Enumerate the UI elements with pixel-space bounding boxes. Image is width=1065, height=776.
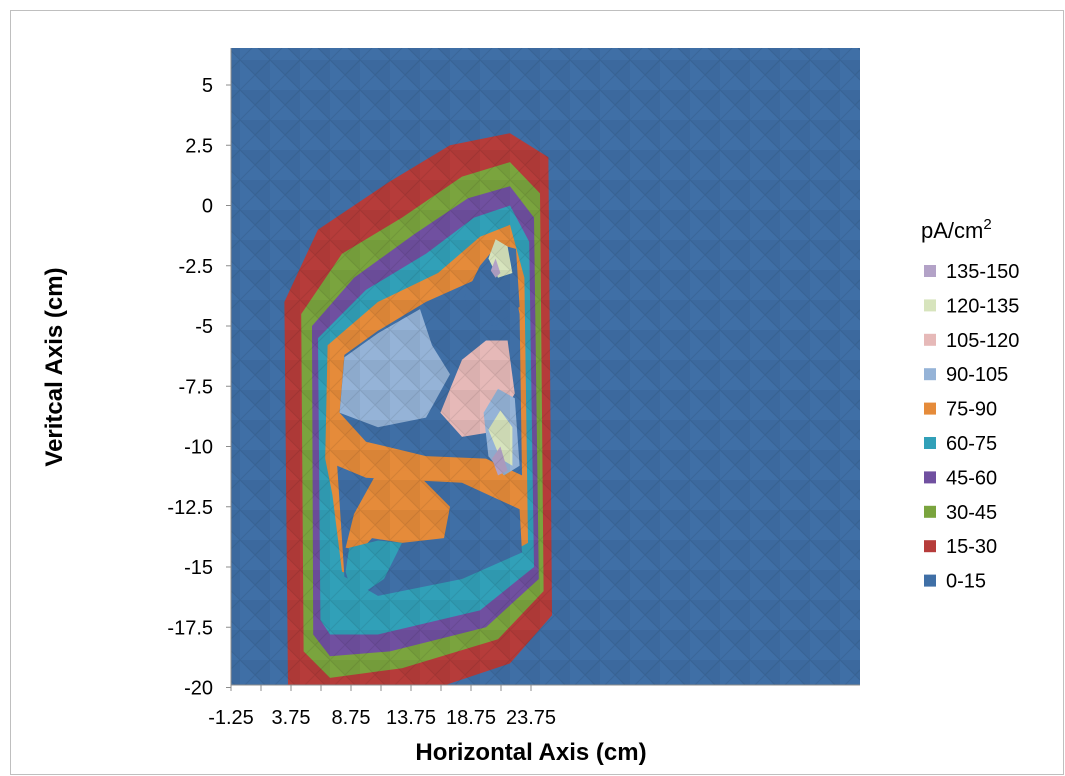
legend-swatch-0-15	[924, 574, 936, 587]
y-tick-label: 5	[202, 75, 213, 97]
legend-swatch-75-90	[924, 402, 936, 415]
legend-title: pA/cm2	[921, 216, 992, 243]
legend-label-45-60: 45-60	[946, 467, 997, 489]
y-axis-title: Veritcal Axis (cm)	[41, 267, 68, 466]
x-tick-label: 3.75	[272, 707, 311, 729]
y-tick-label: -2.5	[179, 256, 213, 278]
legend-swatch-15-30	[924, 540, 936, 553]
y-tick-label: 0	[202, 196, 213, 218]
y-tick-label: -7.5	[179, 376, 213, 398]
legend-label-75-90: 75-90	[946, 399, 997, 421]
legend-title-superscript: 2	[983, 216, 991, 233]
legend-swatch-60-75	[924, 437, 936, 449]
legend-swatch-105-120	[924, 333, 936, 346]
legend-label-30-45: 30-45	[946, 502, 997, 524]
x-tick-label: -1.25	[208, 707, 254, 729]
facet-overlay	[231, 48, 860, 685]
legend-swatch-45-60	[924, 471, 936, 484]
legend-swatch-120-135	[924, 299, 936, 312]
legend-label-90-105: 90-105	[946, 364, 1008, 386]
x-tick-label: 8.75	[332, 707, 371, 729]
legend-label-105-120: 105-120	[946, 330, 1019, 352]
y-tick-label: -15	[184, 557, 213, 579]
x-tick-label: 13.75	[386, 707, 436, 729]
y-tick-label: -5	[195, 316, 213, 338]
axes: 5 2.5 0 -2.5 -5 -7.5 -10 -12.5 -15 -17.5 -20 -1.25 3…	[167, 48, 860, 729]
legend-label-60-75: 60-75	[946, 433, 997, 455]
y-tick-label: -12.5	[167, 497, 213, 519]
legend: pA/cm2 135-150 120-135 105-120 90-105 75-90 60…	[921, 216, 1019, 593]
y-tick-label: 2.5	[185, 135, 213, 157]
legend-label-135-150: 135-150	[946, 261, 1019, 283]
x-axis-title: Horizontal Axis (cm)	[415, 739, 646, 766]
legend-label-15-30: 15-30	[946, 536, 997, 558]
y-tick-label: -10	[184, 437, 213, 459]
x-tick-label: 23.75	[506, 707, 556, 729]
legend-label-0-15: 0-15	[946, 571, 986, 593]
x-tick-label: 18.75	[446, 707, 496, 729]
y-tick-label: -17.5	[167, 617, 213, 639]
legend-swatch-90-105	[924, 368, 936, 381]
legend-label-120-135: 120-135	[946, 295, 1019, 317]
plot-area	[231, 48, 860, 685]
legend-swatch-30-45	[924, 505, 936, 518]
legend-swatch-135-150	[924, 265, 936, 277]
y-tick-label: -20	[184, 678, 213, 700]
